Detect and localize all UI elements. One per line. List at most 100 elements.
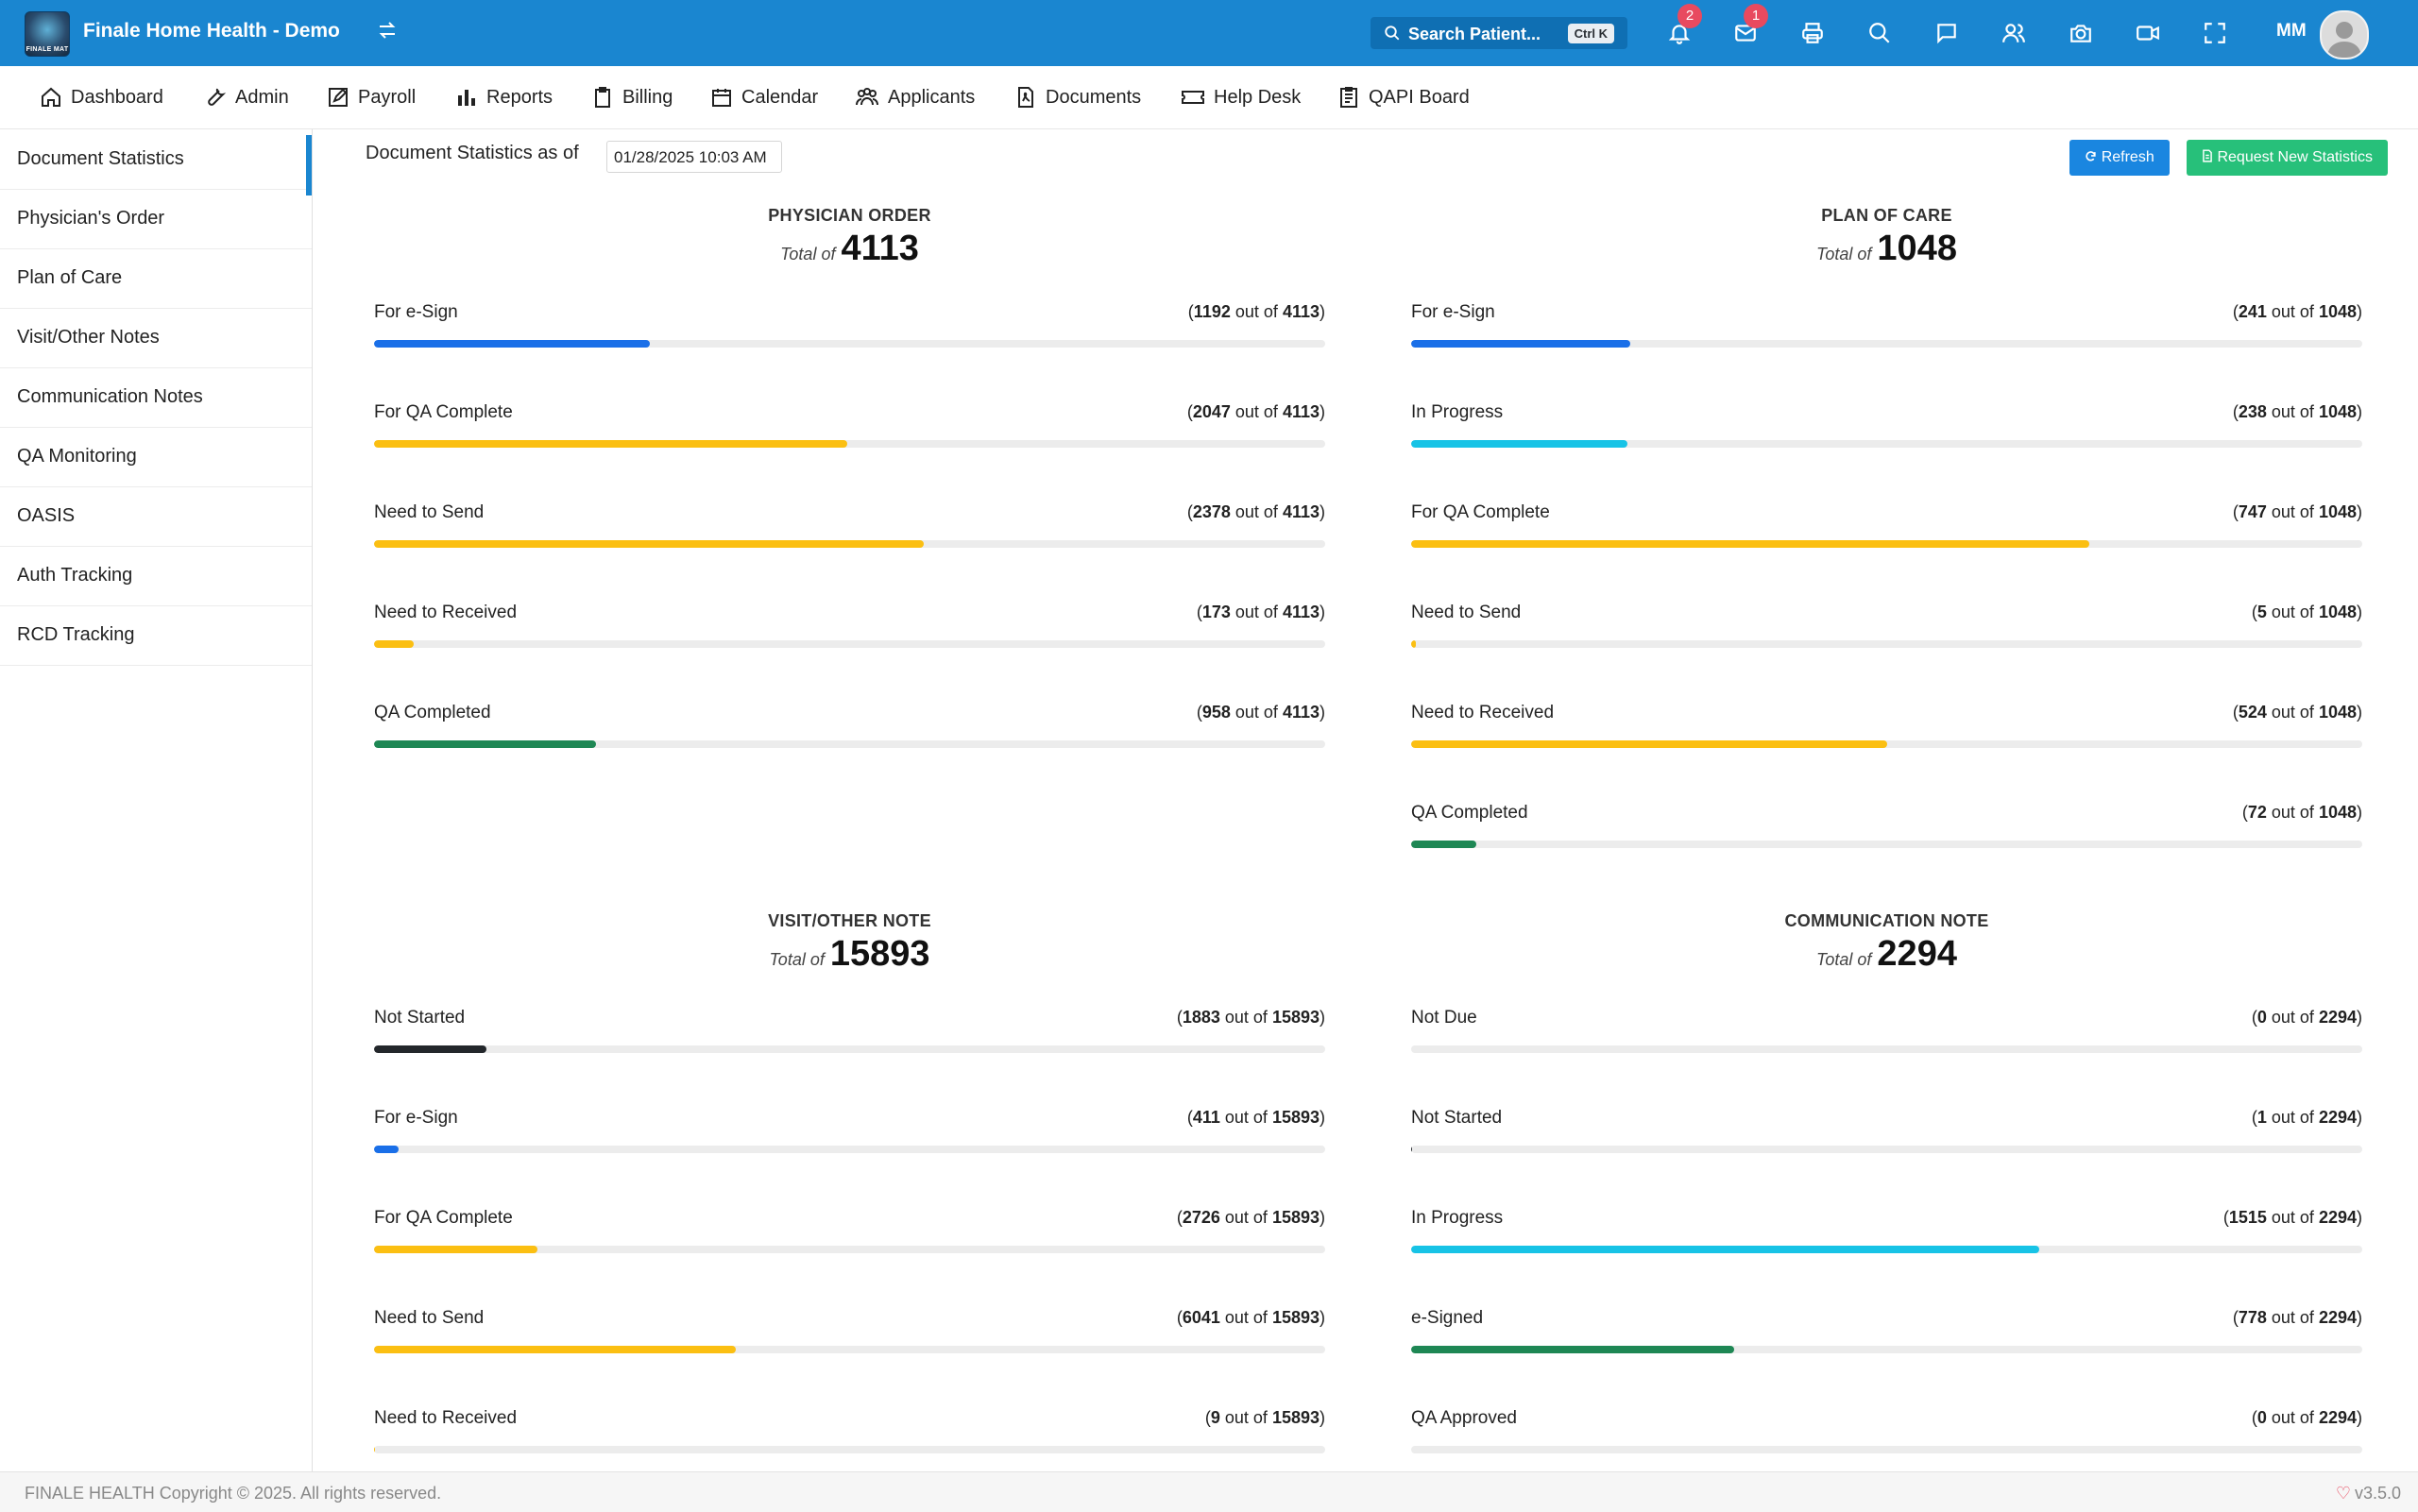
stat-total-value: 2294: [2319, 1108, 2357, 1127]
users-icon[interactable]: [2001, 21, 2026, 45]
pdf-icon: [1014, 86, 1037, 109]
stat-row: For QA Complete (2047 out of 4113): [374, 402, 1325, 459]
sidebar-item-label: RCD Tracking: [17, 624, 134, 646]
stat-total-value: 4113: [1283, 302, 1320, 321]
stat-row: For QA Complete (747 out of 1048): [1411, 502, 2362, 559]
progress-track: [1411, 1446, 2362, 1453]
stat-row: Not Due (0 out of 2294): [1411, 1008, 2362, 1064]
search-icon[interactable]: [1867, 21, 1892, 45]
nav-item-admin[interactable]: Admin: [204, 85, 289, 110]
progress-track: [374, 1446, 1325, 1453]
out-of-label: out of: [2272, 603, 2314, 621]
search-placeholder: Search Patient...: [1408, 25, 1541, 44]
sidebar-item-visit-other-notes[interactable]: Visit/Other Notes: [0, 308, 312, 368]
nav-label: Dashboard: [71, 87, 163, 109]
progress-track: [374, 1246, 1325, 1253]
active-indicator: [306, 135, 312, 195]
stat-label: For QA Complete: [1411, 502, 1550, 523]
progress-track: [374, 340, 1325, 348]
stat-count-value: 6041: [1183, 1308, 1220, 1327]
version-text: ♡v3.5.0: [2336, 1484, 2401, 1504]
stat-count-value: 411: [1193, 1108, 1220, 1127]
wrench-icon: [204, 86, 227, 109]
stat-label: Need to Received: [1411, 703, 1554, 723]
progress-fill: [374, 340, 650, 348]
stat-total-value: 4113: [1283, 603, 1320, 621]
stat-label: Need to Send: [374, 502, 484, 523]
nav-item-calendar[interactable]: Calendar: [710, 85, 818, 110]
statistics-as-of-label: Document Statistics as of: [366, 143, 579, 164]
sidebar-item-communication-notes[interactable]: Communication Notes: [0, 367, 312, 428]
nav-label: Billing: [622, 87, 673, 109]
stat-count-value: 2378: [1193, 502, 1231, 521]
stat-count: (6041 out of 15893): [1177, 1308, 1325, 1328]
stat-row: In Progress (1515 out of 2294): [1411, 1208, 2362, 1265]
stat-total-value: 1048: [2319, 603, 2357, 621]
progress-fill: [1411, 841, 1476, 848]
stat-count-value: 1192: [1194, 302, 1231, 321]
sidebar-item-auth-tracking[interactable]: Auth Tracking: [0, 546, 312, 606]
out-of-label: out of: [2272, 1208, 2314, 1227]
camera-icon[interactable]: [2069, 21, 2093, 45]
stat-row: Need to Send (6041 out of 15893): [374, 1308, 1325, 1365]
sidebar-item-physicians-order[interactable]: Physician's Order: [0, 189, 312, 249]
stat-label: For e-Sign: [374, 302, 458, 323]
nav-item-reports[interactable]: Reports: [455, 85, 553, 110]
progress-fill: [374, 1045, 486, 1053]
messages-badge: 1: [1744, 4, 1768, 28]
fullscreen-icon[interactable]: [2203, 21, 2227, 45]
stat-count: (2726 out of 15893): [1177, 1208, 1325, 1228]
stat-total-value: 2294: [2319, 1008, 2357, 1027]
progress-track: [374, 540, 1325, 548]
sidebar-item-oasis[interactable]: OASIS: [0, 486, 312, 547]
stat-count: (411 out of 15893): [1187, 1108, 1325, 1128]
stat-count: (173 out of 4113): [1197, 603, 1325, 622]
video-icon[interactable]: [2136, 21, 2160, 45]
sidebar-item-document-statistics[interactable]: Document Statistics: [0, 129, 312, 190]
avatar[interactable]: [2320, 10, 2369, 59]
sidebar-item-rcd-tracking[interactable]: RCD Tracking: [0, 605, 312, 666]
nav-item-dashboard[interactable]: Dashboard: [40, 85, 163, 110]
nav-item-qapi-board[interactable]: QAPI Board: [1337, 85, 1470, 110]
nav-item-documents[interactable]: Documents: [1014, 85, 1141, 110]
request-new-statistics-button[interactable]: Request New Statistics: [2187, 140, 2388, 176]
stat-total-value: 4113: [1283, 703, 1320, 722]
stat-count-value: 958: [1202, 703, 1231, 722]
out-of-label: out of: [1225, 1008, 1268, 1027]
stat-label: Not Started: [374, 1008, 465, 1028]
stat-row: For e-Sign (1192 out of 4113): [374, 302, 1325, 359]
nav-item-billing[interactable]: Billing: [591, 85, 673, 110]
nav-item-help-desk[interactable]: Help Desk: [1181, 85, 1301, 110]
statistics-date-field[interactable]: 01/28/2025 10:03 AM: [606, 141, 782, 173]
app-title: Finale Home Health - Demo: [83, 20, 340, 42]
stat-row: In Progress (238 out of 1048): [1411, 402, 2362, 459]
nav-item-payroll[interactable]: Payroll: [327, 85, 416, 110]
physician-order-title: PHYSICIAN ORDER: [374, 206, 1325, 226]
home-icon: [40, 86, 62, 109]
chat-icon[interactable]: [1934, 21, 1959, 45]
out-of-label: out of: [2272, 1108, 2314, 1127]
stat-count: (2378 out of 4113): [1187, 502, 1325, 522]
search-patient-button[interactable]: Search Patient... Ctrl K: [1371, 17, 1627, 49]
stat-row: For QA Complete (2726 out of 15893): [374, 1208, 1325, 1265]
progress-track: [374, 440, 1325, 448]
print-icon[interactable]: [1800, 21, 1825, 45]
stat-label: QA Completed: [374, 703, 491, 723]
stat-row: QA Completed (72 out of 1048): [1411, 803, 2362, 859]
progress-track: [374, 640, 1325, 648]
swap-icon[interactable]: [376, 19, 399, 48]
refresh-button[interactable]: Refresh: [2069, 140, 2170, 176]
sidebar-item-qa-monitoring[interactable]: QA Monitoring: [0, 427, 312, 487]
user-initials[interactable]: MM: [2276, 21, 2307, 42]
sidebar-item-label: Communication Notes: [17, 386, 203, 408]
sidebar-item-plan-of-care[interactable]: Plan of Care: [0, 248, 312, 309]
nav-item-applicants[interactable]: Applicants: [855, 85, 975, 110]
stat-label: QA Approved: [1411, 1408, 1517, 1429]
app-logo[interactable]: FINALE MAT: [25, 11, 70, 57]
progress-fill: [374, 1446, 375, 1453]
stat-row: Need to Received (173 out of 4113): [374, 603, 1325, 659]
progress-fill: [374, 740, 596, 748]
stat-count: (1192 out of 4113): [1188, 302, 1325, 322]
stat-total-value: 1048: [2319, 703, 2357, 722]
